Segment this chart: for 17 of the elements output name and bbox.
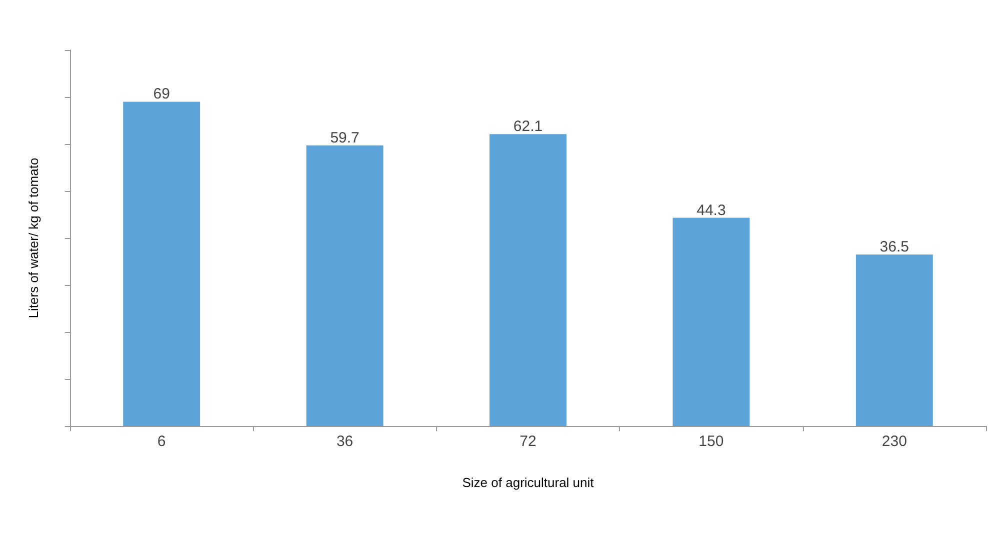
x-tick-label: 72: [520, 433, 536, 450]
data-label: 59.7: [330, 129, 360, 146]
bar: [123, 102, 200, 426]
bar: [490, 134, 566, 426]
x-tick-label: 36: [336, 433, 354, 450]
bar: [672, 218, 750, 426]
data-label: 62.1: [513, 118, 543, 136]
data-label: 44.3: [696, 202, 726, 219]
x-tick-label: 6: [157, 433, 166, 450]
y-axis-title: Liters of water/ kg of tomato: [26, 158, 41, 318]
x-tick-label: 150: [698, 433, 724, 450]
x-tick-label: 230: [882, 433, 907, 450]
x-axis-title: Size of agricultural unit: [462, 475, 594, 490]
data-label: 69: [153, 86, 170, 103]
bar: [306, 145, 384, 426]
bar: [856, 254, 933, 426]
data-label: 36.5: [880, 238, 909, 256]
